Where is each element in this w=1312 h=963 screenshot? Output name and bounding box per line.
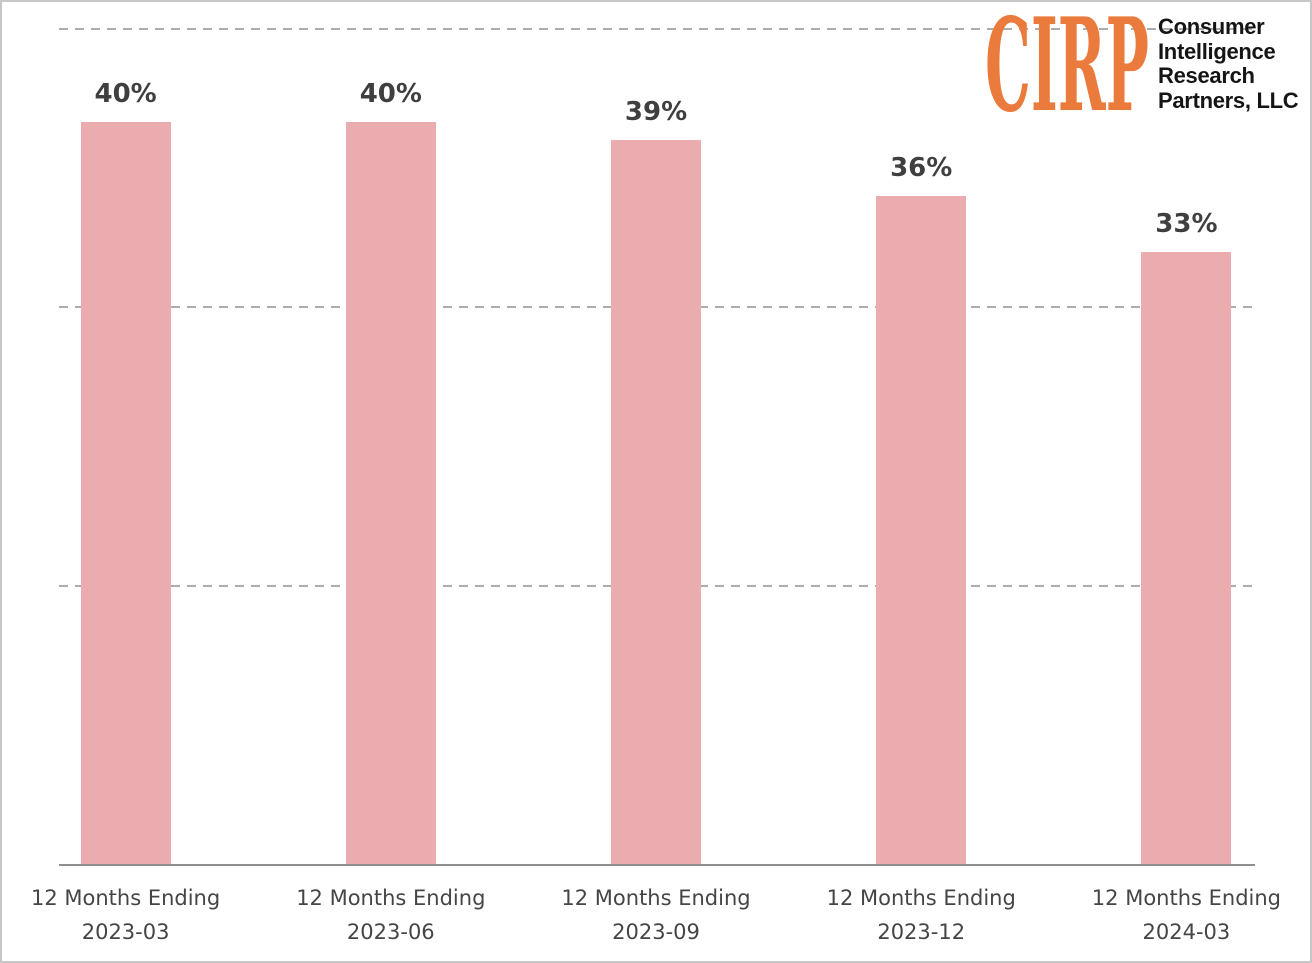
bar-value-label: 36% [890, 153, 953, 183]
x-axis-label: 12 Months Ending 2023-09 [523, 881, 788, 949]
logo-org-line: Consumer [1158, 14, 1265, 39]
x-axis-label-line2: 2024-03 [1142, 920, 1231, 944]
x-axis-label-line2: 2023-03 [81, 920, 170, 944]
bar-value-label: 39% [624, 97, 688, 128]
cirp-logo: CIRP Consumer Intelligence Research Part… [984, 10, 1299, 126]
bar-slot: 40% [0, 29, 258, 864]
x-axis-label-line1: 12 Months Ending [561, 886, 751, 910]
plot-area: 40% 40% 39% 36% 33% [0, 29, 1312, 864]
bar [80, 121, 171, 864]
x-axis-label: 12 Months Ending 2024-03 [1054, 881, 1312, 949]
x-axis-label-line1: 12 Months Ending [1091, 886, 1282, 910]
logo-org-line: Research [1158, 63, 1255, 88]
bar-slot: 40% [258, 29, 523, 864]
bar [876, 196, 967, 864]
logo-org-line: Intelligence [1158, 38, 1276, 64]
x-axis-label: 12 Months Ending 2023-03 [0, 881, 258, 949]
x-axis-labels: 12 Months Ending 2023-03 12 Months Endin… [0, 881, 1312, 949]
bar [611, 140, 701, 864]
bar-value-label: 40% [94, 78, 157, 109]
bar [345, 121, 436, 864]
bar-slot: 39% [523, 29, 788, 864]
bar-slot: 36% [789, 29, 1054, 864]
logo-org-name: Consumer Intelligence Research Partners,… [1158, 14, 1299, 113]
x-axis-label-line2: 2023-06 [346, 920, 435, 944]
x-axis-label-line1: 12 Months Ending [826, 886, 1016, 910]
x-axis-label: 12 Months Ending 2023-12 [789, 881, 1054, 949]
cirp-logo-wordmark: CIRP [985, 12, 1149, 116]
x-axis-line [59, 864, 1255, 866]
bar-value-label: 33% [1155, 208, 1218, 239]
bar-slot: 33% [1054, 29, 1312, 864]
x-axis-label: 12 Months Ending 2023-06 [258, 881, 523, 949]
cirp-logo-text: CIRP [985, 12, 1149, 116]
x-axis-label-line2: 2023-12 [877, 920, 966, 944]
x-axis-label-line2: 2023-09 [612, 920, 700, 944]
x-axis-label-line1: 12 Months Ending [296, 886, 486, 910]
logo-org-line: Partners, LLC [1158, 87, 1299, 113]
x-axis-label-line1: 12 Months Ending [30, 886, 221, 910]
bar [1141, 251, 1232, 864]
gridline [59, 28, 1255, 30]
bar-value-label: 40% [359, 78, 422, 109]
